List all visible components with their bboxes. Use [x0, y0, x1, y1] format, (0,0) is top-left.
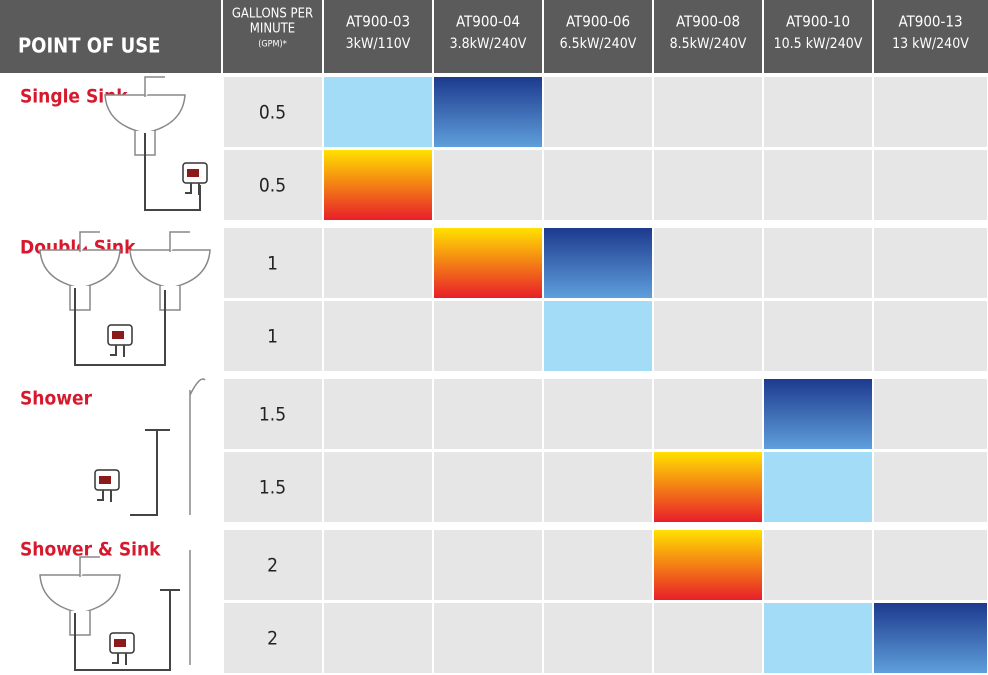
- empty-cell: [654, 301, 762, 371]
- empty-cell: [874, 77, 987, 147]
- header-divider: [432, 0, 434, 73]
- header-divider: [322, 0, 324, 73]
- gpm-header: MINUTE: [250, 22, 295, 37]
- empty-cell: [434, 530, 542, 600]
- gpm-value: 1: [267, 326, 278, 348]
- gpm-cell: [224, 603, 322, 673]
- gpm-cell: [224, 530, 322, 600]
- empty-cell: [544, 150, 652, 220]
- group-label: Shower & Sink: [20, 539, 161, 561]
- header-bar: [0, 0, 988, 73]
- gpm-value: 1.5: [259, 404, 286, 426]
- empty-cell: [544, 452, 652, 522]
- empty-cell: [324, 301, 432, 371]
- empty-cell: [874, 228, 987, 298]
- match-cell: [324, 77, 432, 147]
- match-cell: [544, 228, 652, 298]
- empty-cell: [544, 379, 652, 449]
- gpm-unit: (GPM)*: [258, 40, 287, 50]
- match-cell: [874, 603, 987, 673]
- match-cell: [654, 452, 762, 522]
- empty-cell: [654, 150, 762, 220]
- empty-cell: [434, 452, 542, 522]
- empty-cell: [434, 379, 542, 449]
- match-cell: [654, 530, 762, 600]
- group-label: Single Sink: [20, 86, 128, 108]
- empty-cell: [874, 452, 987, 522]
- gpm-value: 1: [267, 253, 278, 275]
- model-name: AT900-04: [456, 13, 520, 31]
- empty-cell: [874, 530, 987, 600]
- model-rating: 8.5kW/240V: [670, 36, 747, 52]
- empty-cell: [764, 301, 872, 371]
- model-rating: 13 kW/240V: [892, 36, 969, 52]
- model-rating: 3.8kW/240V: [450, 36, 527, 52]
- shower-sink-icon: [39, 550, 191, 671]
- model-name: AT900-10: [786, 13, 850, 31]
- empty-cell: [764, 77, 872, 147]
- empty-cell: [324, 603, 432, 673]
- gpm-value: 2: [267, 628, 278, 650]
- shower-icon: [94, 378, 206, 516]
- empty-cell: [764, 530, 872, 600]
- empty-cell: [324, 530, 432, 600]
- gpm-value: 2: [267, 555, 278, 577]
- empty-cell: [764, 228, 872, 298]
- empty-cell: [544, 603, 652, 673]
- header-divider: [652, 0, 654, 73]
- empty-cell: [434, 150, 542, 220]
- empty-cell: [764, 150, 872, 220]
- header-divider: [872, 0, 874, 73]
- empty-cell: [544, 77, 652, 147]
- empty-cell: [654, 603, 762, 673]
- header-title: POINT OF USE: [18, 34, 160, 58]
- empty-cell: [324, 379, 432, 449]
- empty-cell: [544, 530, 652, 600]
- empty-cell: [434, 603, 542, 673]
- match-cell: [434, 228, 542, 298]
- empty-cell: [654, 228, 762, 298]
- gpm-cell: [224, 301, 322, 371]
- header-divider: [542, 0, 544, 73]
- match-cell: [544, 301, 652, 371]
- empty-cell: [654, 379, 762, 449]
- match-cell: [324, 150, 432, 220]
- model-name: AT900-03: [346, 13, 410, 31]
- empty-cell: [324, 228, 432, 298]
- gpm-cell: [224, 77, 322, 147]
- model-rating: 6.5kW/240V: [560, 36, 637, 52]
- single-sink-icon: [104, 76, 208, 211]
- gpm-value: 0.5: [259, 102, 286, 124]
- empty-cell: [874, 379, 987, 449]
- gpm-value: 1.5: [259, 477, 286, 499]
- double-sink-icon: [39, 231, 211, 366]
- icons: [39, 76, 211, 671]
- gpm-cell: [224, 452, 322, 522]
- gpm-cell: [224, 228, 322, 298]
- empty-cell: [434, 301, 542, 371]
- empty-cell: [874, 301, 987, 371]
- empty-cell: [654, 77, 762, 147]
- header-divider: [221, 0, 223, 73]
- match-cell: [764, 379, 872, 449]
- header-divider: [762, 0, 764, 73]
- empty-cell: [324, 452, 432, 522]
- gpm-cell: [224, 150, 322, 220]
- empty-cell: [874, 150, 987, 220]
- model-rating: 10.5 kW/240V: [774, 36, 863, 52]
- match-cell: [764, 452, 872, 522]
- model-name: AT900-13: [898, 13, 962, 31]
- group-label: Shower: [20, 388, 93, 410]
- model-rating: 3kW/110V: [346, 36, 411, 52]
- gpm-cell: [224, 379, 322, 449]
- gpm-header: GALLONS PER: [232, 7, 313, 22]
- match-cell: [764, 603, 872, 673]
- gpm-value: 0.5: [259, 175, 286, 197]
- match-cell: [434, 77, 542, 147]
- model-name: AT900-06: [566, 13, 630, 31]
- model-name: AT900-08: [676, 13, 740, 31]
